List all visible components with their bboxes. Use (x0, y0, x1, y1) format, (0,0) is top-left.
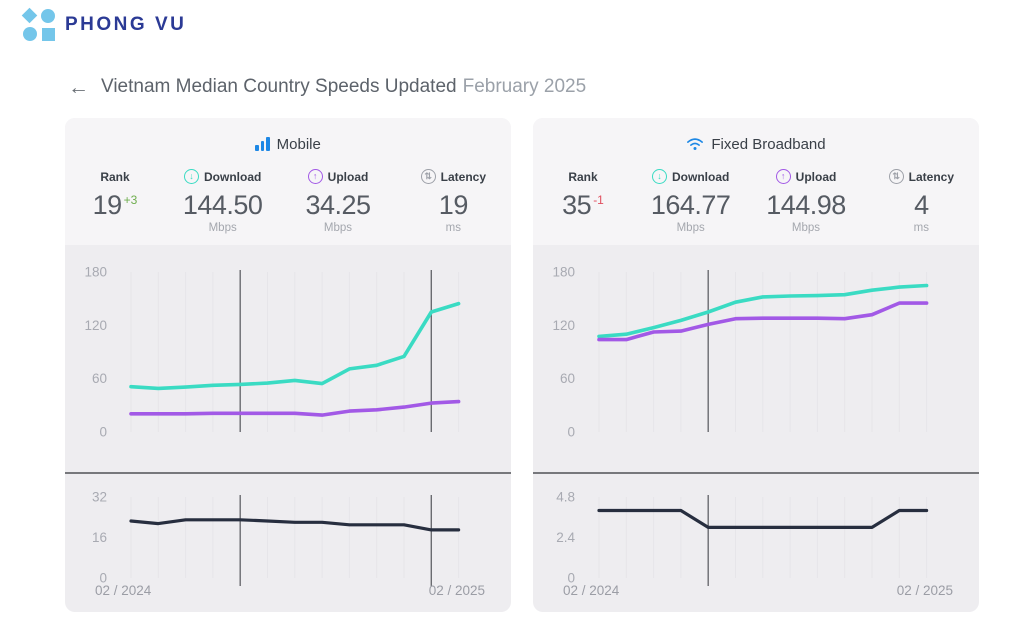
mobile-card-title-row: Mobile (65, 133, 511, 155)
upload-label: Upload (795, 169, 837, 184)
upload-label: Upload (327, 169, 369, 184)
fixed-rank-stat: Rank 35 -1 (533, 168, 633, 236)
mobile-download-unit: Mbps (208, 222, 237, 235)
fixed-stats-row: Rank 35 -1 ↓ Download 164.77 Mbps ↑ Uploa… (533, 168, 979, 236)
svg-text:60: 60 (92, 371, 107, 386)
svg-text:32: 32 (92, 490, 107, 505)
svg-text:120: 120 (552, 318, 575, 333)
fixed-upload-value: 144.98 (766, 190, 846, 220)
chart-divider (65, 472, 511, 474)
mobile-speed-chart[interactable]: 0 60 120 180 (65, 245, 511, 445)
mobile-stats-row: Rank 19 +3 ↓ Download 144.50 Mbps ↑ Uploa… (65, 168, 511, 236)
page-title: Vietnam Median Country Speeds Updated (101, 76, 457, 97)
fixed-latency-chart[interactable]: 0 2.4 4.8 02 / 2024 02 / 2025 (533, 474, 979, 609)
fixed-latency-value: 4 (914, 190, 929, 220)
svg-text:0: 0 (99, 571, 107, 586)
rank-label: Rank (568, 169, 598, 184)
fixed-rank-delta: -1 (593, 193, 604, 207)
download-circle-icon: ↓ (652, 169, 667, 184)
svg-text:0: 0 (567, 571, 575, 586)
download-label: Download (204, 169, 262, 184)
download-label: Download (672, 169, 730, 184)
svg-text:60: 60 (560, 371, 575, 386)
svg-text:02 / 2024: 02 / 2024 (563, 583, 620, 598)
fixed-download-unit: Mbps (676, 222, 705, 235)
svg-text:180: 180 (552, 265, 575, 280)
mobile-card: Mobile Rank 19 +3 ↓ Download 144.50 Mbps (65, 118, 511, 612)
fixed-speed-chart[interactable]: 0 60 120 180 (533, 245, 979, 445)
latency-circle-icon: ⇅ (420, 169, 436, 184)
fixed-latency-stat: ⇅ Latency 4 ms (864, 168, 979, 236)
fixed-card-title: Fixed Broadband (711, 135, 826, 153)
back-arrow-icon[interactable]: ← (68, 75, 89, 99)
fixed-download-value: 164.77 (650, 190, 731, 220)
fixed-latency-unit: ms (913, 222, 929, 235)
mobile-upload-value: 34.25 (305, 190, 371, 220)
mobile-card-title: Mobile (276, 135, 321, 153)
svg-text:0: 0 (567, 425, 575, 440)
mobile-latency-value: 19 (438, 190, 469, 220)
svg-text:02 / 2025: 02 / 2025 (429, 583, 485, 598)
logo-square-shape (41, 27, 55, 41)
mobile-card-header: Mobile Rank 19 +3 ↓ Download 144.50 Mbps (65, 118, 511, 245)
logo-brand-text: PHONG VU (65, 14, 187, 35)
fixed-broadband-card: Fixed Broadband Rank 35 -1 ↓ Download 164… (533, 118, 979, 612)
svg-text:02 / 2024: 02 / 2024 (95, 583, 152, 598)
phongvu-logo[interactable]: PHONG VU (21, 7, 187, 42)
mobile-latency-chart[interactable]: 0 16 32 02 / 2024 02 / 2025 (65, 474, 511, 609)
fixed-card-header: Fixed Broadband Rank 35 -1 ↓ Download 164… (533, 118, 979, 245)
fixed-rank-value: 35 -1 (562, 190, 604, 220)
mobile-upload-unit: Mbps (323, 222, 353, 235)
fixed-download-stat: ↓ Download 164.77 Mbps (633, 168, 748, 236)
mobile-rank-delta: +3 (123, 193, 138, 207)
mobile-latency-stat: ⇅ Latency 19 ms (396, 168, 511, 236)
rank-label: Rank (100, 169, 130, 184)
mobile-rank-value: 19 +3 (92, 190, 138, 220)
svg-text:4.8: 4.8 (556, 490, 575, 505)
latency-circle-icon: ⇅ (888, 169, 904, 184)
page-title-row: ← Vietnam Median Country Speeds Updated … (68, 76, 586, 98)
mobile-rank-stat: Rank 19 +3 (65, 168, 165, 236)
upload-circle-icon: ↑ (307, 169, 323, 184)
mobile-download-value: 144.50 (182, 190, 263, 220)
svg-text:180: 180 (84, 265, 107, 280)
svg-text:16: 16 (92, 530, 107, 545)
page-title-period: February 2025 (462, 76, 587, 97)
latency-label: Latency (908, 169, 954, 184)
fixed-upload-stat: ↑ Upload 144.98 Mbps (748, 168, 863, 236)
signal-bars-icon (255, 137, 270, 151)
mobile-download-stat: ↓ Download 144.50 Mbps (165, 168, 280, 236)
mobile-latency-unit: ms (445, 222, 461, 235)
logo-diamond-shape (21, 7, 38, 24)
fixed-upload-unit: Mbps (791, 222, 821, 235)
wifi-icon (687, 138, 704, 150)
phongvu-logo-icon (21, 7, 56, 42)
logo-circle-shape (41, 8, 56, 23)
mobile-upload-stat: ↑ Upload 34.25 Mbps (280, 168, 395, 236)
chart-divider (533, 472, 979, 474)
speed-cards-row: Mobile Rank 19 +3 ↓ Download 144.50 Mbps (65, 118, 979, 612)
upload-circle-icon: ↑ (775, 169, 791, 184)
download-circle-icon: ↓ (184, 169, 199, 184)
fixed-card-title-row: Fixed Broadband (533, 133, 979, 155)
logo-circle-shape (22, 27, 37, 42)
svg-text:120: 120 (84, 318, 107, 333)
latency-label: Latency (440, 169, 486, 184)
svg-text:0: 0 (99, 425, 107, 440)
svg-text:2.4: 2.4 (556, 530, 575, 545)
svg-text:02 / 2025: 02 / 2025 (897, 583, 953, 598)
